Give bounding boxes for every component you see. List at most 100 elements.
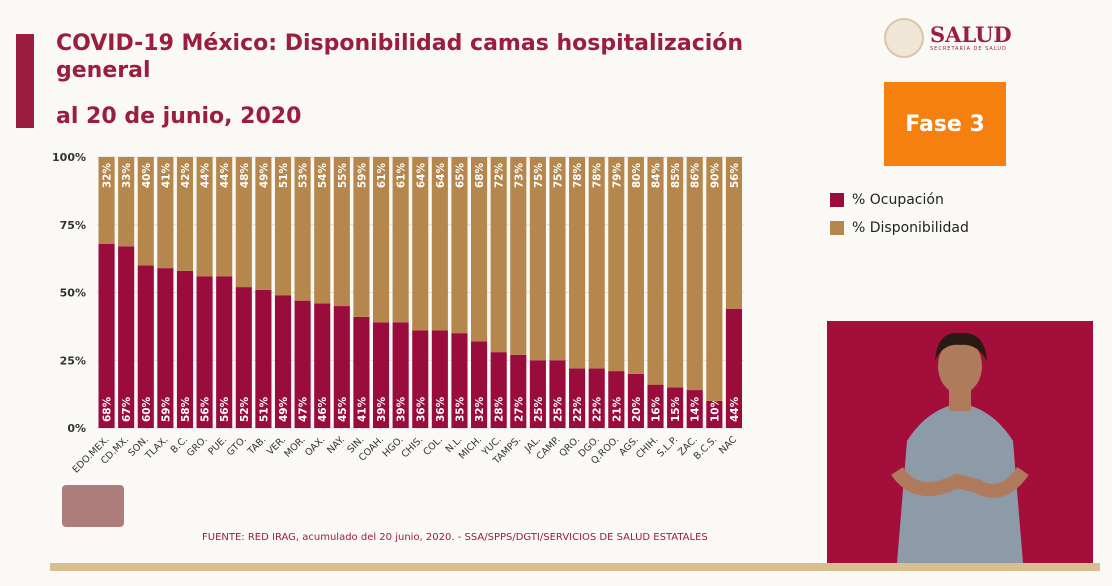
bar-ocupacion: [431, 330, 448, 428]
bar-ocupacion: [529, 360, 546, 428]
y-tick-label: 75%: [60, 219, 86, 232]
data-label: 22%: [592, 396, 604, 422]
data-label: 53%: [298, 163, 310, 189]
bar-ocupacion: [608, 371, 625, 428]
data-label: 64%: [415, 163, 427, 189]
bar-ocupacion: [353, 316, 370, 428]
bar-disponibilidad: [255, 157, 272, 290]
data-label: 67%: [121, 396, 133, 422]
bar-disponibilidad: [176, 157, 194, 271]
data-label: 78%: [572, 163, 584, 189]
y-tick-label: 50%: [60, 287, 86, 300]
data-label: 56%: [219, 396, 231, 422]
bar-disponibilidad: [353, 157, 370, 317]
data-label: 84%: [651, 163, 663, 189]
legend-item-disponibilidad: % Disponibilidad: [830, 214, 969, 242]
legend-label: % Disponibilidad: [852, 220, 969, 236]
bar-disponibilidad: [235, 157, 252, 288]
bar-disponibilidad: [274, 157, 292, 296]
data-label: 47%: [298, 396, 310, 422]
data-label: 41%: [356, 396, 368, 422]
page-title: COVID-19 México: Disponibilidad camas ho…: [56, 31, 744, 83]
data-label: 49%: [278, 396, 290, 422]
bar-ocupacion: [235, 287, 252, 428]
bar-disponibilidad: [647, 157, 664, 385]
data-label: 51%: [258, 396, 270, 422]
data-label: 41%: [160, 163, 172, 189]
bar-ocupacion: [647, 384, 664, 428]
bar-ocupacion: [294, 300, 311, 428]
title-accent-bar: [16, 34, 34, 128]
interpreter-figure: [891, 332, 1029, 563]
bar-ocupacion: [725, 308, 742, 428]
bar-ocupacion: [451, 333, 468, 428]
data-label: 61%: [396, 163, 408, 189]
data-label: 25%: [533, 396, 545, 422]
data-label: 75%: [552, 163, 564, 189]
data-label: 79%: [611, 163, 623, 189]
data-label: 42%: [180, 163, 192, 189]
data-label: 59%: [356, 163, 368, 189]
data-label: 59%: [160, 396, 172, 422]
data-label: 35%: [454, 396, 466, 422]
x-tick-label: OAX.: [303, 434, 327, 458]
bar-ocupacion: [372, 322, 390, 428]
data-label: 36%: [415, 396, 427, 422]
bar-disponibilidad: [627, 157, 644, 374]
data-label: 64%: [435, 163, 447, 189]
historical-figures-logo: [62, 485, 124, 527]
bar-ocupacion: [706, 400, 723, 428]
x-tick-label: NAC: [717, 434, 739, 456]
bar-disponibilidad: [686, 157, 703, 391]
data-label: 78%: [592, 163, 604, 189]
data-label: 86%: [690, 163, 702, 189]
bar-ocupacion: [157, 268, 174, 428]
bar-ocupacion: [392, 322, 409, 428]
bar-disponibilidad: [706, 157, 723, 401]
data-label: 56%: [200, 396, 212, 422]
y-tick-label: 0%: [67, 422, 86, 435]
bar-disponibilidad: [549, 157, 566, 361]
data-label: 80%: [631, 163, 643, 189]
bar-disponibilidad: [471, 157, 488, 342]
x-tick-label: MOR.: [282, 434, 307, 459]
bar-ocupacion: [588, 368, 605, 428]
bar-ocupacion: [627, 373, 644, 428]
footer-band: [50, 563, 1100, 571]
x-tick-label: MICH.: [457, 434, 484, 461]
bar-ocupacion: [216, 276, 233, 428]
legend-item-ocupacion: % Ocupación: [830, 186, 969, 214]
chart-legend: % Ocupación % Disponibilidad: [830, 186, 969, 242]
data-label: 55%: [337, 163, 349, 189]
bar-ocupacion: [471, 341, 488, 428]
data-label: 52%: [239, 396, 251, 422]
x-tick-label: PUE.: [206, 434, 229, 457]
sign-language-interpreter-video: [827, 321, 1093, 563]
data-label: 14%: [690, 396, 702, 422]
y-tick-label: 100%: [52, 151, 86, 164]
bar-ocupacion: [490, 352, 507, 428]
bar-disponibilidad: [216, 157, 233, 277]
data-label: 16%: [651, 396, 663, 422]
bar-ocupacion: [686, 390, 703, 428]
data-label: 15%: [670, 396, 682, 422]
data-label: 68%: [102, 396, 114, 422]
data-label: 40%: [141, 163, 153, 189]
bar-disponibilidad: [98, 157, 115, 244]
x-tick-label: CHIS.: [399, 434, 425, 460]
seal-icon: [884, 18, 924, 58]
data-label: 44%: [219, 163, 231, 189]
legend-swatch: [830, 193, 844, 207]
data-label: 32%: [474, 396, 486, 422]
data-label: 48%: [239, 163, 251, 189]
legend-swatch: [830, 221, 844, 235]
bar-ocupacion: [274, 295, 292, 428]
bar-ocupacion: [412, 330, 429, 428]
data-label: 33%: [121, 163, 133, 189]
bar-disponibilidad: [392, 157, 409, 323]
bar-disponibilidad: [510, 157, 527, 355]
x-tick-label: COL.: [421, 434, 445, 458]
data-label: 20%: [631, 396, 643, 422]
data-label: 44%: [200, 163, 212, 189]
data-label: 45%: [337, 396, 349, 422]
